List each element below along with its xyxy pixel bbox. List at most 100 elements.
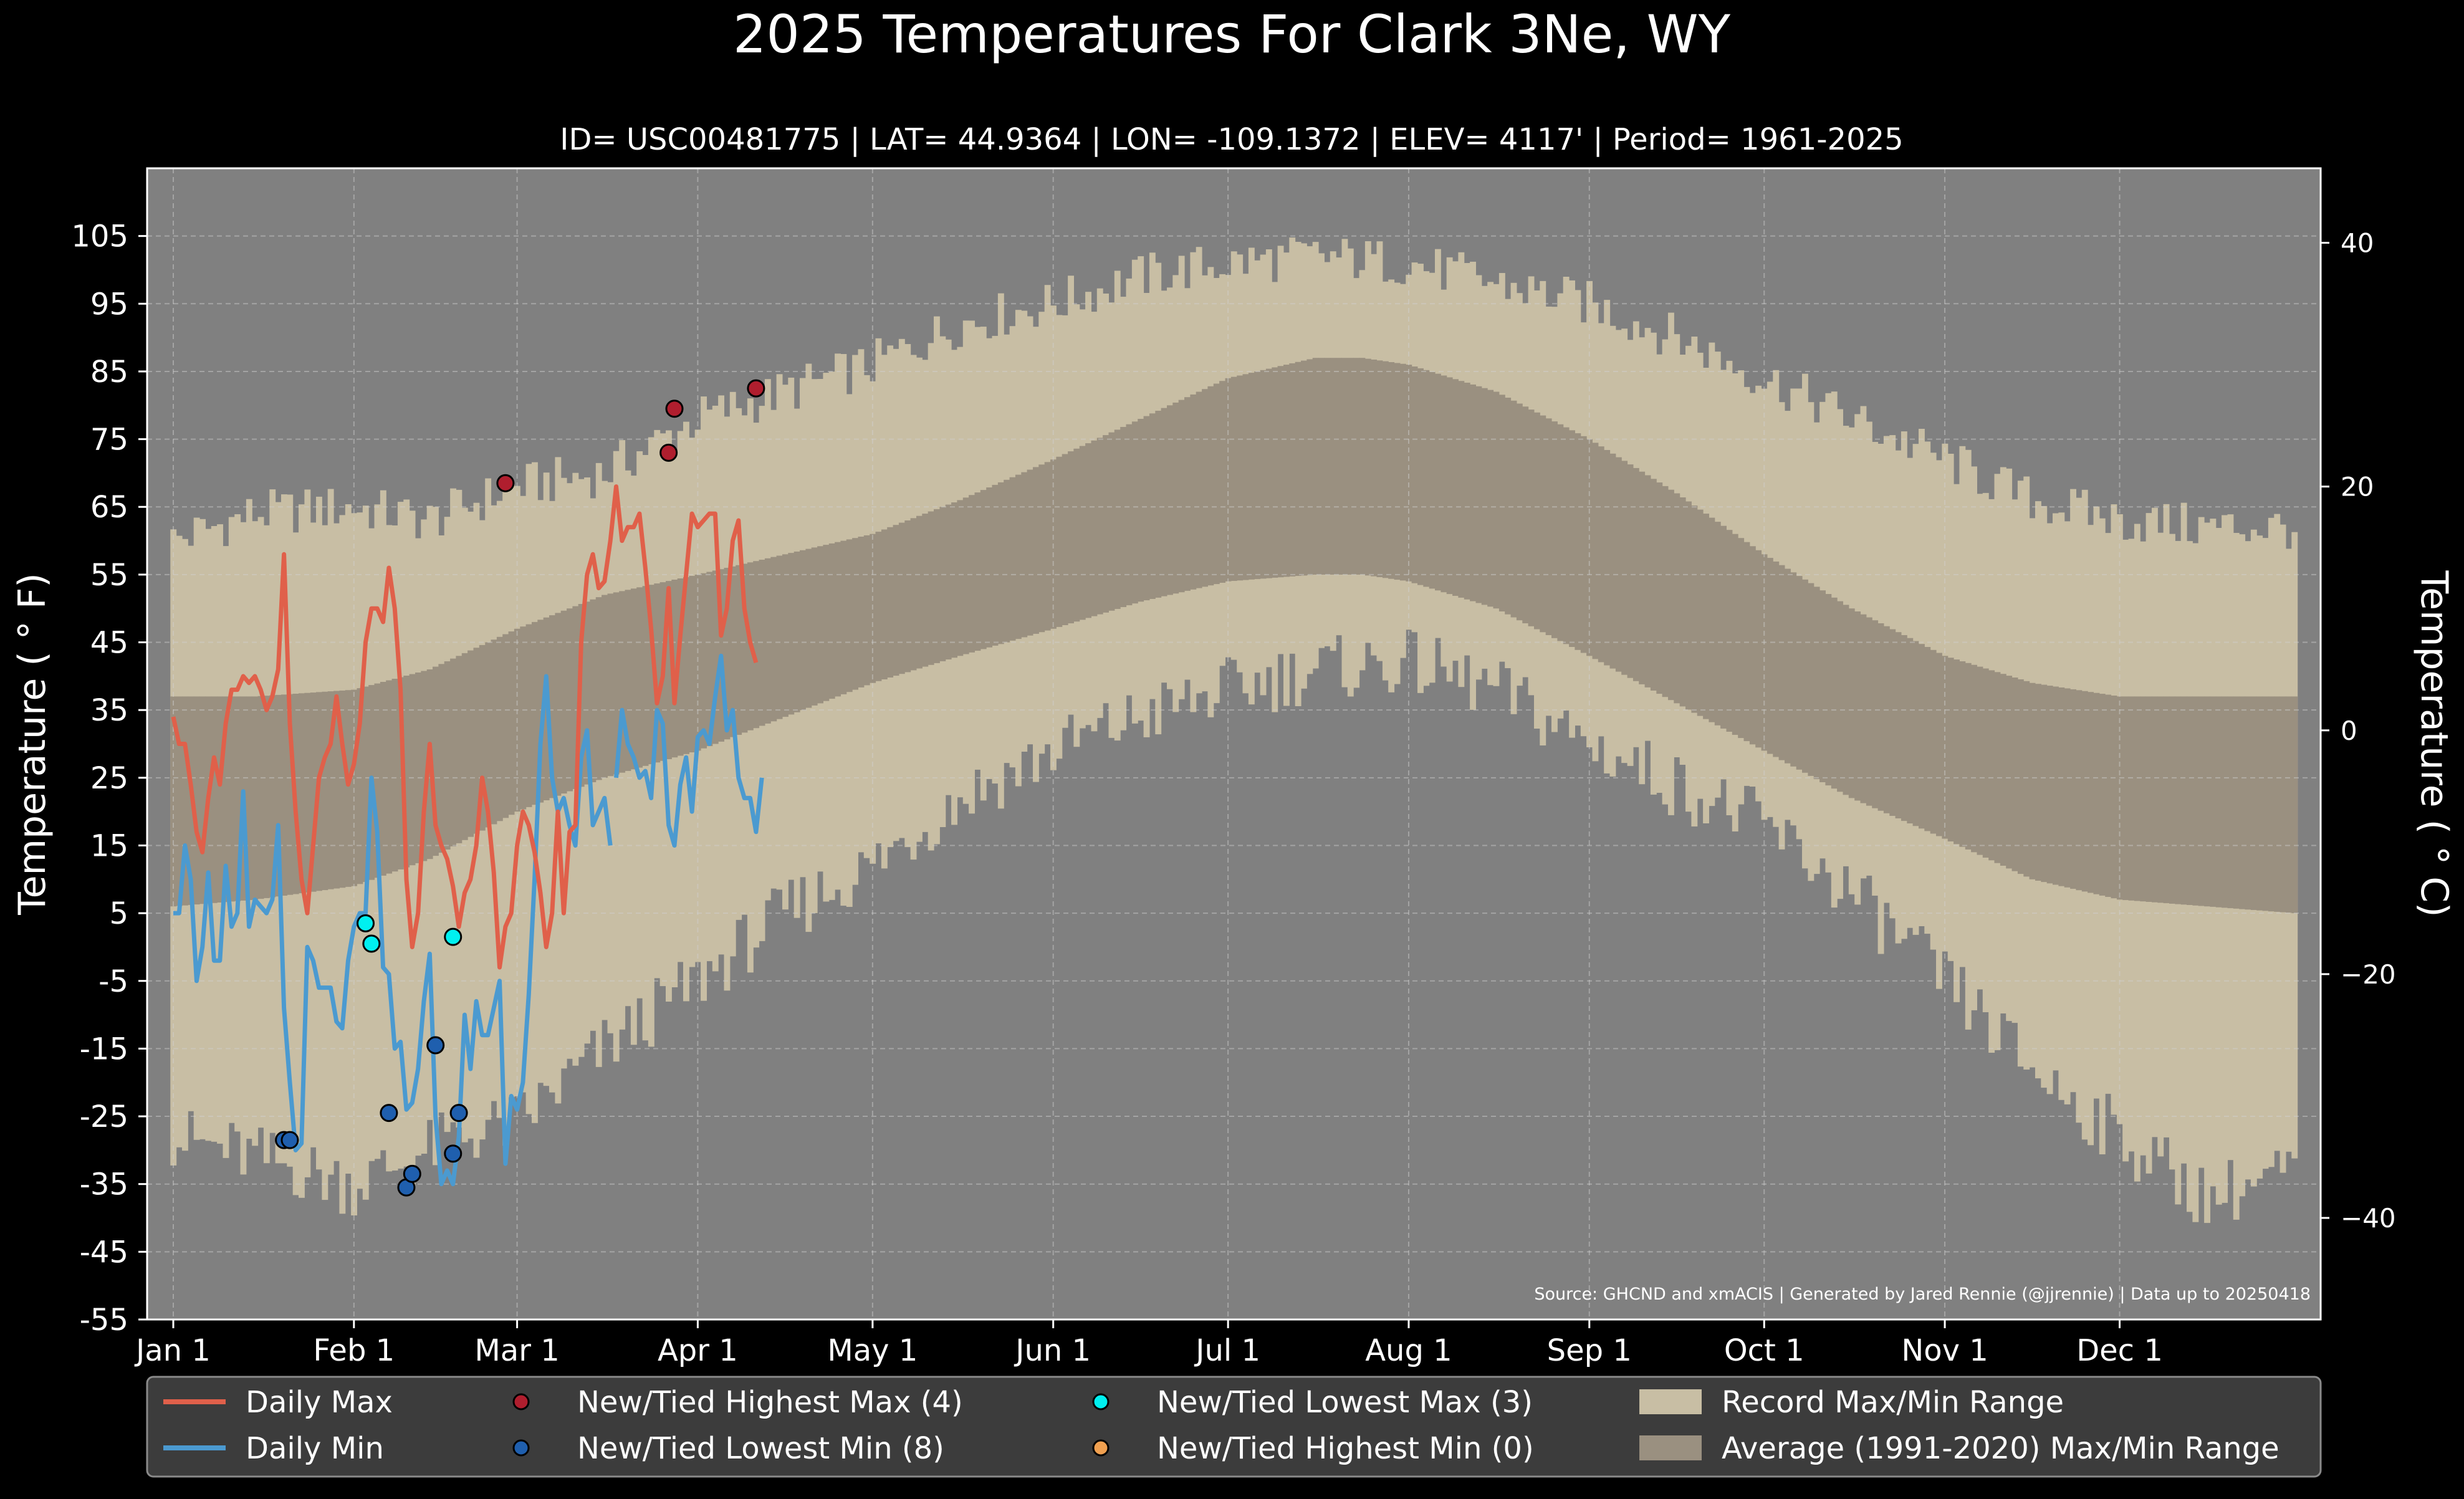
normal-range-bar bbox=[1557, 424, 1564, 641]
normal-range-bar bbox=[2076, 690, 2083, 891]
normal-range-bar bbox=[1609, 453, 1616, 669]
normal-range-bar bbox=[1790, 572, 1797, 767]
normal-range-bar bbox=[217, 696, 223, 903]
normal-range-bar bbox=[1889, 629, 1896, 816]
record-high-max-point bbox=[665, 400, 684, 418]
normal-range-bar bbox=[945, 504, 952, 659]
normal-range-bar bbox=[1924, 647, 1931, 831]
normal-range-bar bbox=[683, 577, 689, 754]
normal-range-bar bbox=[1534, 412, 1540, 630]
normal-range-bar bbox=[1819, 590, 1826, 782]
normal-range-bar bbox=[974, 492, 981, 651]
record-low-min-point bbox=[444, 1144, 463, 1163]
normal-range-bar bbox=[1265, 368, 1272, 578]
normal-range-bar bbox=[1429, 371, 1436, 589]
normal-range-bar bbox=[870, 534, 876, 683]
normal-range-bar bbox=[1044, 462, 1051, 631]
normal-range-bar bbox=[1854, 611, 1861, 801]
normal-range-bar bbox=[712, 570, 719, 744]
y-tick-label: -15 bbox=[80, 1032, 128, 1066]
normal-range-bar bbox=[1289, 363, 1296, 577]
normal-range-bar bbox=[520, 626, 527, 810]
normal-range-bar bbox=[409, 674, 416, 866]
normal-range-bar bbox=[858, 537, 865, 687]
normal-range-bar bbox=[234, 696, 241, 901]
normal-range-bar bbox=[2245, 696, 2251, 910]
normal-range-bar bbox=[403, 676, 410, 868]
normal-range-bar bbox=[2210, 696, 2217, 907]
normal-range-bar bbox=[2128, 696, 2135, 901]
normal-range-bar bbox=[444, 661, 451, 850]
normal-range-bar bbox=[1015, 474, 1022, 639]
y-tick-label-right: 20 bbox=[2341, 472, 2374, 502]
normal-range-bar bbox=[2105, 694, 2112, 897]
normal-range-bar bbox=[648, 585, 654, 765]
normal-range-bar bbox=[2163, 696, 2170, 904]
normal-range-bar bbox=[1062, 454, 1068, 625]
normal-range-bar bbox=[1009, 477, 1016, 641]
normal-range-bar bbox=[1732, 534, 1738, 735]
normal-range-bar bbox=[1324, 358, 1331, 575]
x-tick-label: May 1 bbox=[827, 1333, 918, 1368]
normal-range-bar bbox=[1551, 421, 1558, 638]
normal-range-bar bbox=[1632, 467, 1639, 681]
normal-range-bar bbox=[625, 590, 631, 771]
normal-range-bar bbox=[1493, 391, 1500, 609]
normal-range-bar bbox=[2035, 684, 2041, 881]
normal-range-bar bbox=[1260, 370, 1267, 579]
normal-range-bar bbox=[1813, 587, 1820, 779]
normal-range-bar bbox=[1510, 400, 1517, 618]
normal-range-bar bbox=[1860, 614, 1867, 803]
record-low-max-point bbox=[362, 934, 381, 953]
normal-range-bar bbox=[992, 484, 999, 646]
legend-box bbox=[146, 1376, 2322, 1478]
x-tick-label: Aug 1 bbox=[1365, 1333, 1452, 1368]
y-axis-label-right: Temperature ( ° C) bbox=[2412, 570, 2456, 917]
legend-label: Record Max/Min Range bbox=[1722, 1385, 2064, 1420]
normal-range-bar bbox=[613, 592, 620, 775]
normal-range-bar bbox=[817, 546, 823, 704]
normal-range-bar bbox=[701, 573, 707, 749]
normal-range-bar bbox=[595, 597, 602, 780]
normal-range-bar bbox=[1679, 497, 1686, 707]
normal-range-bar bbox=[1178, 400, 1185, 593]
normal-range-bar bbox=[2111, 696, 2117, 899]
normal-range-bar bbox=[1743, 542, 1750, 742]
normal-range-bar bbox=[1843, 605, 1849, 795]
normal-range-bar bbox=[287, 694, 294, 895]
normal-range-bar bbox=[2233, 696, 2240, 909]
normal-range-bar bbox=[333, 691, 340, 889]
normal-range-bar bbox=[1388, 362, 1395, 579]
y-tick-label-right: 40 bbox=[2341, 228, 2374, 259]
normal-range-bar bbox=[1435, 373, 1441, 591]
normal-range-bar bbox=[1773, 561, 1780, 757]
x-tick-label: Mar 1 bbox=[474, 1333, 559, 1368]
normal-range-bar bbox=[1225, 378, 1232, 582]
normal-range-bar bbox=[1697, 509, 1704, 716]
normal-range-bar bbox=[2227, 696, 2234, 909]
normal-range-bar bbox=[694, 574, 701, 751]
y-tick-label: 55 bbox=[90, 558, 128, 593]
normal-range-bar bbox=[467, 650, 474, 837]
record-low-min-point bbox=[403, 1164, 421, 1183]
normal-range-bar bbox=[2222, 696, 2228, 908]
normal-range-bar bbox=[852, 538, 858, 690]
x-tick-label: Jan 1 bbox=[134, 1333, 211, 1368]
normal-range-bar bbox=[2204, 696, 2210, 907]
normal-range-bar bbox=[2274, 696, 2281, 912]
normal-range-bar bbox=[893, 525, 899, 676]
x-tick-label: Oct 1 bbox=[1724, 1333, 1805, 1368]
normal-range-bar bbox=[1230, 376, 1237, 581]
normal-range-bar bbox=[1761, 554, 1768, 751]
normal-range-bar bbox=[1254, 371, 1261, 580]
normal-range-bar bbox=[1138, 419, 1144, 602]
y-tick-label: -45 bbox=[80, 1235, 128, 1270]
legend-swatch-dot bbox=[1092, 1439, 1110, 1457]
normal-range-bar bbox=[525, 624, 532, 807]
normal-range-bar bbox=[1155, 411, 1162, 598]
normal-range-bar bbox=[397, 677, 404, 869]
normal-range-bar bbox=[1131, 421, 1138, 604]
normal-range-bar bbox=[549, 615, 555, 798]
